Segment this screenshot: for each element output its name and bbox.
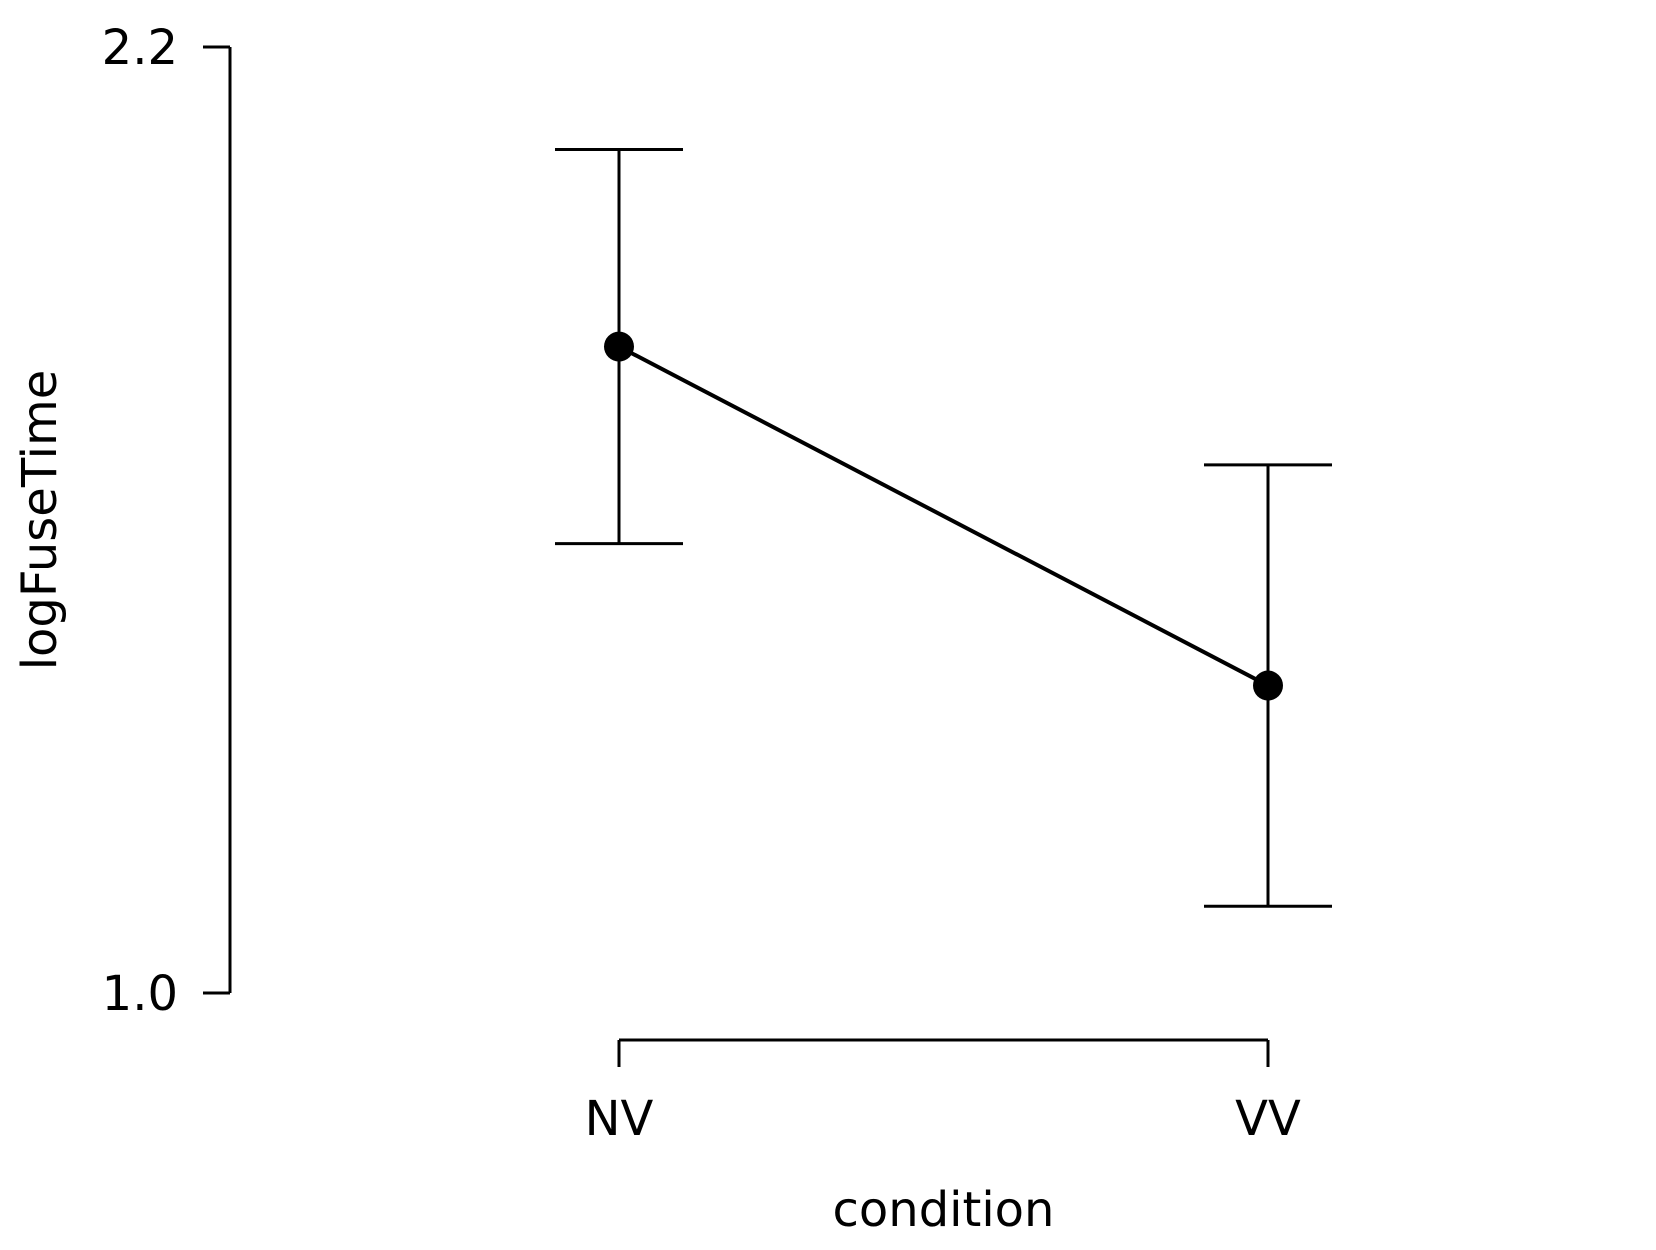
data-point	[1253, 670, 1283, 701]
series-line-segment	[618, 344, 1269, 688]
x-tick-label: VV	[1235, 1091, 1301, 1147]
x-tick-label: NV	[585, 1091, 654, 1147]
series-lines	[618, 344, 1269, 688]
error-bars	[555, 147, 1332, 908]
x-axis-ticks: NV VV	[585, 1040, 1301, 1147]
y-axis-ticks: 1.0 2.2	[102, 20, 230, 1022]
y-tick-label: 1.0	[102, 966, 178, 1022]
y-axis-title: logFuseTime	[12, 370, 68, 671]
y-tick-label: 2.2	[102, 20, 178, 76]
data-point	[604, 331, 634, 362]
data-points	[604, 331, 1283, 701]
x-axis-title: condition	[833, 1182, 1055, 1238]
